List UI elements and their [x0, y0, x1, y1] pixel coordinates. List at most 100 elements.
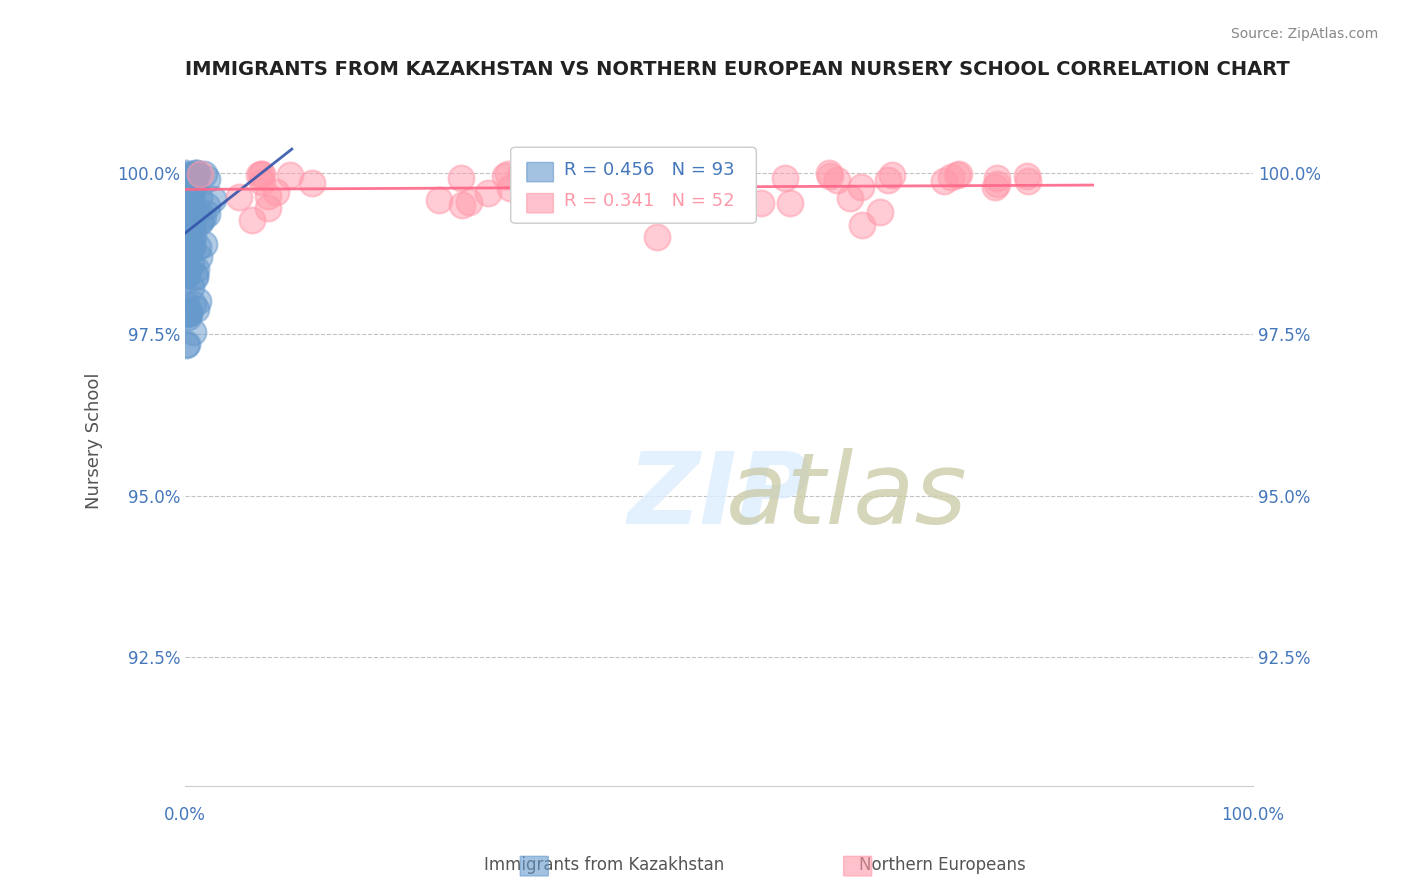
Northern Europeans — [945, 168, 967, 182]
Immigrants from Kazakhstan — [176, 307, 198, 321]
Immigrants from Kazakhstan — [188, 250, 211, 264]
Immigrants from Kazakhstan — [197, 207, 219, 221]
Immigrants from Kazakhstan — [180, 193, 202, 207]
Immigrants from Kazakhstan — [177, 189, 200, 203]
Immigrants from Kazakhstan — [176, 236, 198, 251]
Immigrants from Kazakhstan — [183, 170, 205, 185]
Immigrants from Kazakhstan — [190, 213, 212, 227]
Text: R = 0.456   N = 93: R = 0.456 N = 93 — [564, 161, 735, 179]
Immigrants from Kazakhstan — [183, 172, 205, 186]
Immigrants from Kazakhstan — [183, 229, 205, 244]
Immigrants from Kazakhstan — [174, 168, 197, 182]
Immigrants from Kazakhstan — [174, 206, 197, 220]
Northern Europeans — [509, 166, 531, 180]
Immigrants from Kazakhstan — [181, 205, 204, 219]
Immigrants from Kazakhstan — [180, 240, 202, 254]
Immigrants from Kazakhstan — [187, 293, 209, 308]
Immigrants from Kazakhstan — [179, 305, 201, 319]
Immigrants from Kazakhstan — [174, 211, 197, 226]
Immigrants from Kazakhstan — [181, 235, 204, 250]
Northern Europeans — [775, 171, 797, 186]
Northern Europeans — [554, 185, 576, 199]
Immigrants from Kazakhstan — [174, 200, 197, 214]
Northern Europeans — [880, 168, 903, 182]
Immigrants from Kazakhstan — [174, 226, 197, 240]
Immigrants from Kazakhstan — [176, 169, 198, 184]
Northern Europeans — [1017, 169, 1039, 183]
Northern Europeans — [716, 202, 738, 217]
Immigrants from Kazakhstan — [174, 190, 197, 204]
Northern Europeans — [939, 170, 962, 185]
Northern Europeans — [932, 174, 955, 188]
Immigrants from Kazakhstan — [176, 243, 198, 257]
Northern Europeans — [427, 193, 450, 207]
Immigrants from Kazakhstan — [179, 198, 201, 212]
Immigrants from Kazakhstan — [193, 236, 215, 251]
Immigrants from Kazakhstan — [183, 169, 205, 184]
Northern Europeans — [986, 178, 1008, 192]
Immigrants from Kazakhstan — [177, 169, 200, 184]
Northern Europeans — [278, 168, 301, 182]
Northern Europeans — [256, 189, 278, 203]
FancyBboxPatch shape — [527, 162, 554, 182]
Immigrants from Kazakhstan — [174, 188, 197, 202]
Northern Europeans — [540, 169, 562, 183]
Immigrants from Kazakhstan — [176, 310, 198, 324]
Immigrants from Kazakhstan — [186, 302, 208, 317]
Immigrants from Kazakhstan — [179, 170, 201, 185]
Northern Europeans — [818, 169, 841, 184]
Northern Europeans — [499, 181, 522, 195]
Northern Europeans — [188, 167, 211, 181]
Immigrants from Kazakhstan — [174, 245, 197, 260]
Immigrants from Kazakhstan — [190, 215, 212, 229]
Northern Europeans — [252, 175, 274, 189]
Immigrants from Kazakhstan — [174, 261, 197, 276]
Immigrants from Kazakhstan — [176, 338, 198, 352]
Northern Europeans — [301, 176, 323, 190]
Immigrants from Kazakhstan — [180, 280, 202, 294]
Immigrants from Kazakhstan — [181, 297, 204, 311]
Immigrants from Kazakhstan — [176, 209, 198, 223]
Immigrants from Kazakhstan — [174, 192, 197, 206]
Northern Europeans — [983, 180, 1005, 194]
Text: Northern Europeans: Northern Europeans — [859, 856, 1025, 874]
Immigrants from Kazakhstan — [186, 261, 208, 276]
Northern Europeans — [825, 173, 848, 187]
Northern Europeans — [560, 193, 582, 207]
Northern Europeans — [458, 195, 481, 210]
Immigrants from Kazakhstan — [176, 197, 198, 211]
Immigrants from Kazakhstan — [174, 178, 197, 193]
Immigrants from Kazakhstan — [174, 191, 197, 205]
Immigrants from Kazakhstan — [177, 191, 200, 205]
Immigrants from Kazakhstan — [181, 179, 204, 194]
Northern Europeans — [986, 170, 1008, 185]
Text: IMMIGRANTS FROM KAZAKHSTAN VS NORTHERN EUROPEAN NURSERY SCHOOL CORRELATION CHART: IMMIGRANTS FROM KAZAKHSTAN VS NORTHERN E… — [186, 60, 1289, 78]
Immigrants from Kazakhstan — [179, 188, 201, 202]
Immigrants from Kazakhstan — [176, 218, 198, 232]
Northern Europeans — [849, 180, 872, 194]
Immigrants from Kazakhstan — [180, 186, 202, 201]
Immigrants from Kazakhstan — [176, 267, 198, 281]
Text: 0.0%: 0.0% — [165, 805, 207, 823]
Immigrants from Kazakhstan — [180, 179, 202, 194]
Text: Immigrants from Kazakhstan: Immigrants from Kazakhstan — [485, 856, 724, 874]
Immigrants from Kazakhstan — [174, 234, 197, 248]
Immigrants from Kazakhstan — [181, 220, 204, 235]
Immigrants from Kazakhstan — [177, 246, 200, 260]
Immigrants from Kazakhstan — [174, 166, 197, 180]
Northern Europeans — [877, 173, 900, 187]
Text: atlas: atlas — [727, 448, 967, 545]
Immigrants from Kazakhstan — [184, 166, 207, 180]
Immigrants from Kazakhstan — [180, 239, 202, 253]
Northern Europeans — [645, 229, 668, 244]
Northern Europeans — [477, 186, 499, 200]
Immigrants from Kazakhstan — [176, 241, 198, 255]
Immigrants from Kazakhstan — [193, 167, 215, 181]
Northern Europeans — [494, 169, 516, 183]
FancyBboxPatch shape — [510, 147, 756, 223]
Immigrants from Kazakhstan — [177, 179, 200, 194]
Immigrants from Kazakhstan — [184, 207, 207, 221]
Northern Europeans — [228, 189, 250, 203]
Northern Europeans — [451, 197, 474, 211]
Northern Europeans — [851, 219, 873, 233]
